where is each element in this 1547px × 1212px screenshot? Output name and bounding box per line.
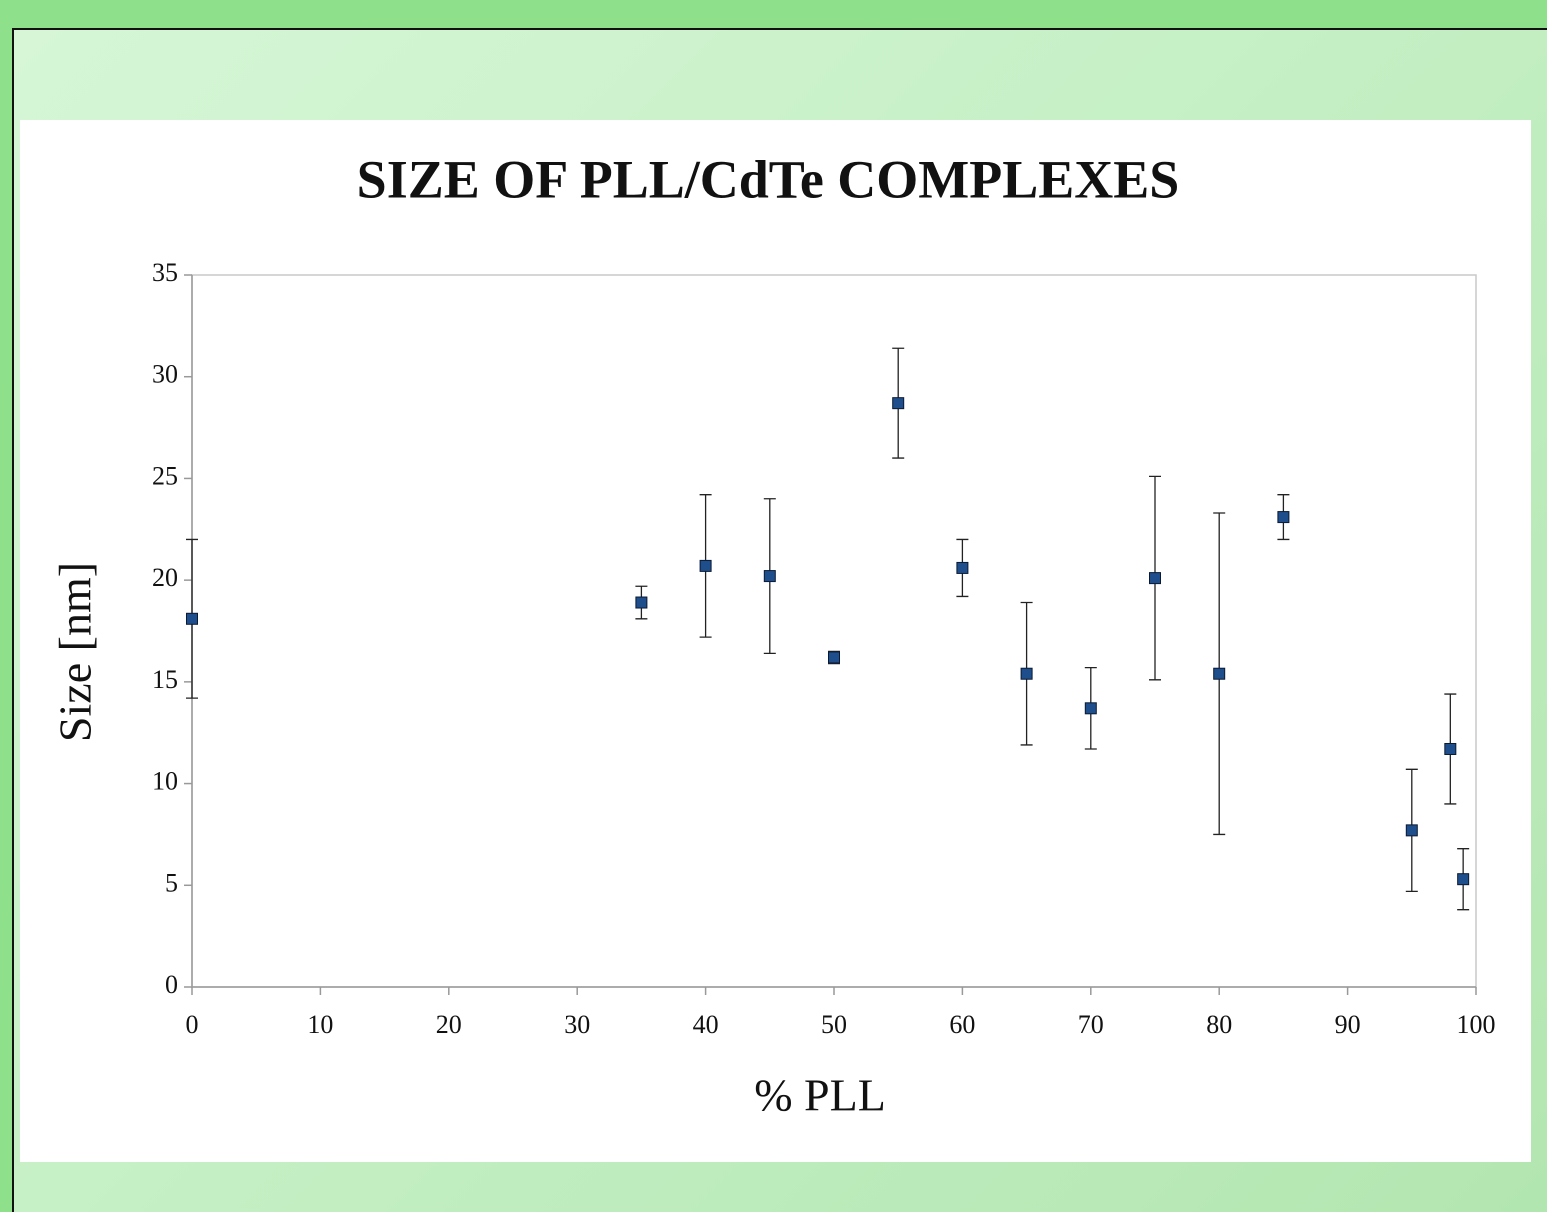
y-tick-label: 30 bbox=[152, 360, 178, 389]
marker bbox=[635, 596, 648, 609]
marker bbox=[1020, 667, 1033, 680]
marker bbox=[956, 561, 969, 574]
marker bbox=[1444, 742, 1457, 755]
x-tick-label: 0 bbox=[186, 1010, 199, 1039]
marker bbox=[1277, 511, 1290, 524]
x-axis-label: % PLL bbox=[754, 1070, 886, 1121]
marker bbox=[1405, 824, 1418, 837]
marker bbox=[892, 397, 905, 410]
x-tick-label: 100 bbox=[1457, 1010, 1496, 1039]
marker bbox=[699, 559, 712, 572]
y-tick-label: 0 bbox=[165, 970, 178, 999]
y-tick-label: 5 bbox=[165, 868, 178, 897]
marker bbox=[763, 570, 776, 583]
plot-frame bbox=[191, 274, 1477, 988]
y-axis-label: Size [nm] bbox=[50, 562, 101, 742]
chart-panel bbox=[20, 120, 1531, 1162]
marker bbox=[186, 612, 198, 625]
y-tick-label: 10 bbox=[152, 767, 178, 796]
x-tick-label: 70 bbox=[1078, 1010, 1104, 1039]
x-tick-label: 80 bbox=[1206, 1010, 1232, 1039]
x-tick-label: 50 bbox=[821, 1010, 847, 1039]
chart-title: SIZE OF PLL/CdTe COMPLEXES bbox=[357, 149, 1180, 209]
y-tick-label: 25 bbox=[152, 461, 178, 490]
x-tick-label: 60 bbox=[949, 1010, 975, 1039]
marker bbox=[1149, 572, 1161, 585]
x-tick-label: 10 bbox=[307, 1010, 333, 1039]
marker bbox=[1213, 667, 1226, 680]
y-tick-label: 15 bbox=[152, 665, 178, 694]
marker bbox=[1457, 873, 1470, 886]
x-tick-label: 90 bbox=[1335, 1010, 1361, 1039]
y-tick-label: 20 bbox=[152, 563, 178, 592]
marker bbox=[1084, 702, 1097, 715]
y-tick-label: 35 bbox=[152, 258, 178, 287]
marker bbox=[828, 651, 840, 664]
x-tick-label: 20 bbox=[436, 1010, 462, 1039]
x-tick-label: 30 bbox=[564, 1010, 590, 1039]
x-tick-label: 40 bbox=[693, 1010, 719, 1039]
